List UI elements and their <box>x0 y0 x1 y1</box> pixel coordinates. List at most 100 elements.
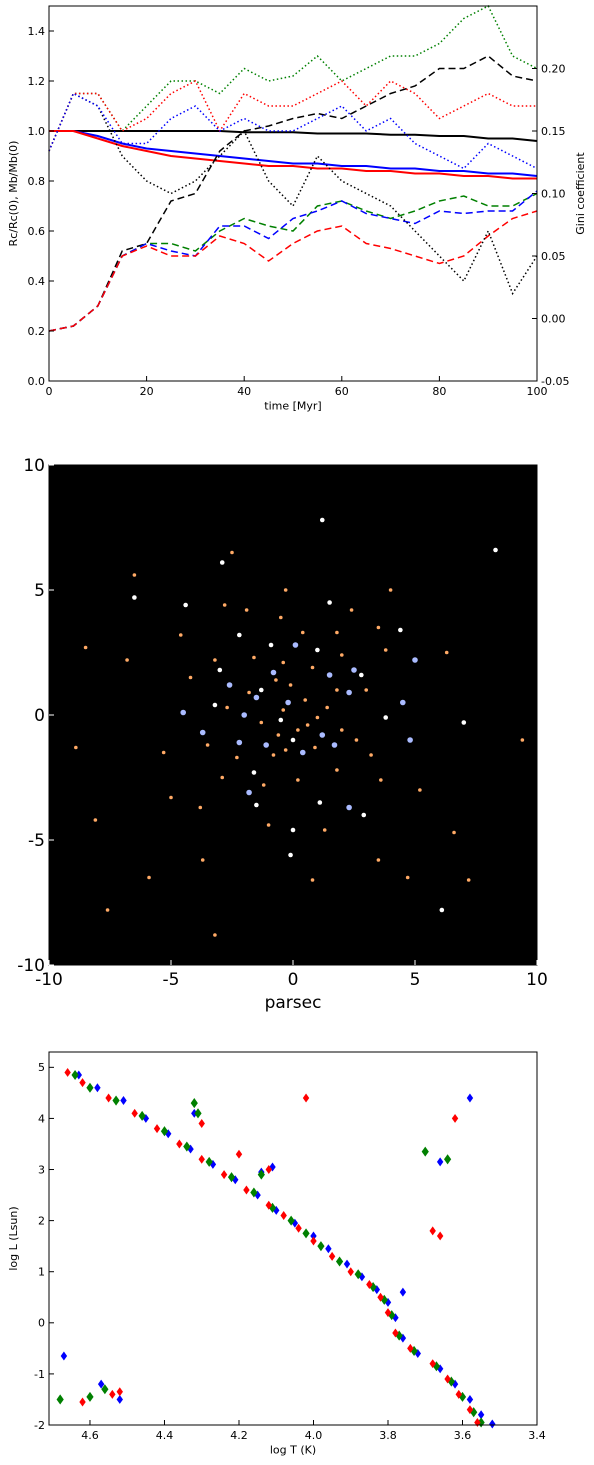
point <box>306 723 310 727</box>
y2-tick-label: 0.05 <box>541 250 566 263</box>
point <box>252 656 256 660</box>
point <box>521 738 525 742</box>
point <box>289 683 293 687</box>
point <box>94 818 98 822</box>
point <box>311 666 315 670</box>
x-tick-label: 80 <box>432 385 446 398</box>
point <box>241 712 247 718</box>
figure: 0204060801000.00.20.40.60.81.01.21.4-0.0… <box>0 0 594 1461</box>
y-tick-label: 1 <box>38 1266 45 1279</box>
point <box>132 595 137 600</box>
point <box>418 788 422 792</box>
point <box>369 753 373 757</box>
point <box>179 633 183 637</box>
point <box>377 858 381 862</box>
point <box>351 667 357 673</box>
point <box>300 750 306 756</box>
point <box>189 676 193 680</box>
x-tick-label: 0 <box>288 970 299 990</box>
point <box>320 518 325 523</box>
point <box>293 642 299 648</box>
point <box>313 746 317 750</box>
y-tick-label: 0.2 <box>28 325 46 338</box>
y-tick-label: 10 <box>23 456 45 476</box>
point <box>335 631 339 635</box>
point <box>225 706 229 710</box>
y2-tick-label: -0.05 <box>541 375 569 388</box>
point <box>180 710 186 716</box>
y2-tick-label: 0.10 <box>541 187 566 200</box>
point <box>291 828 296 833</box>
y-tick-label: 2 <box>38 1214 45 1227</box>
point <box>223 603 227 607</box>
point <box>247 691 251 695</box>
y2-tick-label: 0.15 <box>541 125 566 138</box>
y-tick-label: 1.2 <box>28 75 46 88</box>
x-tick-label: 3.6 <box>454 1429 472 1442</box>
x-tick-label: 4.4 <box>156 1429 174 1442</box>
point <box>279 718 284 723</box>
plot-area <box>49 465 537 965</box>
y-tick-label: 0 <box>38 1317 45 1330</box>
point <box>291 738 296 743</box>
y-tick-label: 0.4 <box>28 275 46 288</box>
y-tick-label: 3 <box>38 1163 45 1176</box>
x-tick-label: 4.0 <box>305 1429 323 1442</box>
point <box>445 651 449 655</box>
point <box>218 668 223 673</box>
point <box>169 796 173 800</box>
y-axis-label: log L (Lsun) <box>7 1206 20 1270</box>
point <box>74 746 78 750</box>
y-tick-label: -1 <box>34 1368 45 1381</box>
point <box>246 790 252 796</box>
point <box>407 737 413 743</box>
point <box>281 661 285 665</box>
x-axis-label: time [Myr] <box>264 399 321 412</box>
point <box>355 738 359 742</box>
y-tick-label: 5 <box>38 1061 45 1074</box>
point <box>406 876 410 880</box>
point <box>84 646 88 650</box>
point <box>327 600 332 605</box>
point <box>384 648 388 652</box>
y-axis-label: Rc/Rc(0), Mb/Mb(0) <box>7 141 20 247</box>
point <box>269 643 274 648</box>
point <box>147 876 151 880</box>
point <box>361 813 366 818</box>
point <box>452 831 456 835</box>
point <box>220 776 224 780</box>
point <box>274 678 278 682</box>
x-tick-label: 4.6 <box>81 1429 99 1442</box>
point <box>106 908 110 912</box>
point <box>296 778 300 782</box>
point <box>254 803 259 808</box>
y-tick-label: 1.0 <box>28 125 46 138</box>
point <box>227 682 233 688</box>
point <box>462 720 467 725</box>
point <box>133 573 137 577</box>
point <box>230 551 234 555</box>
point <box>285 700 291 706</box>
y2-tick-label: 0.00 <box>541 312 566 325</box>
point <box>252 770 257 775</box>
page: 0204060801000.00.20.40.60.81.01.21.4-0.0… <box>0 0 594 1461</box>
x-tick-label: 40 <box>237 385 251 398</box>
x-tick-label: 60 <box>335 385 349 398</box>
point <box>245 608 249 612</box>
point <box>259 721 263 725</box>
point <box>262 783 266 787</box>
y-tick-label: -2 <box>34 1419 45 1432</box>
point <box>198 806 202 810</box>
plot-area <box>49 1052 537 1425</box>
point <box>332 742 338 748</box>
point <box>263 742 269 748</box>
x-axis-label: parsec <box>265 993 322 1013</box>
plot-area <box>49 6 537 381</box>
point <box>162 751 166 755</box>
x-tick-label: 20 <box>140 385 154 398</box>
y-tick-label: 4 <box>38 1112 45 1125</box>
point <box>318 800 323 805</box>
point <box>288 853 293 858</box>
point <box>303 698 307 702</box>
point <box>272 753 276 757</box>
